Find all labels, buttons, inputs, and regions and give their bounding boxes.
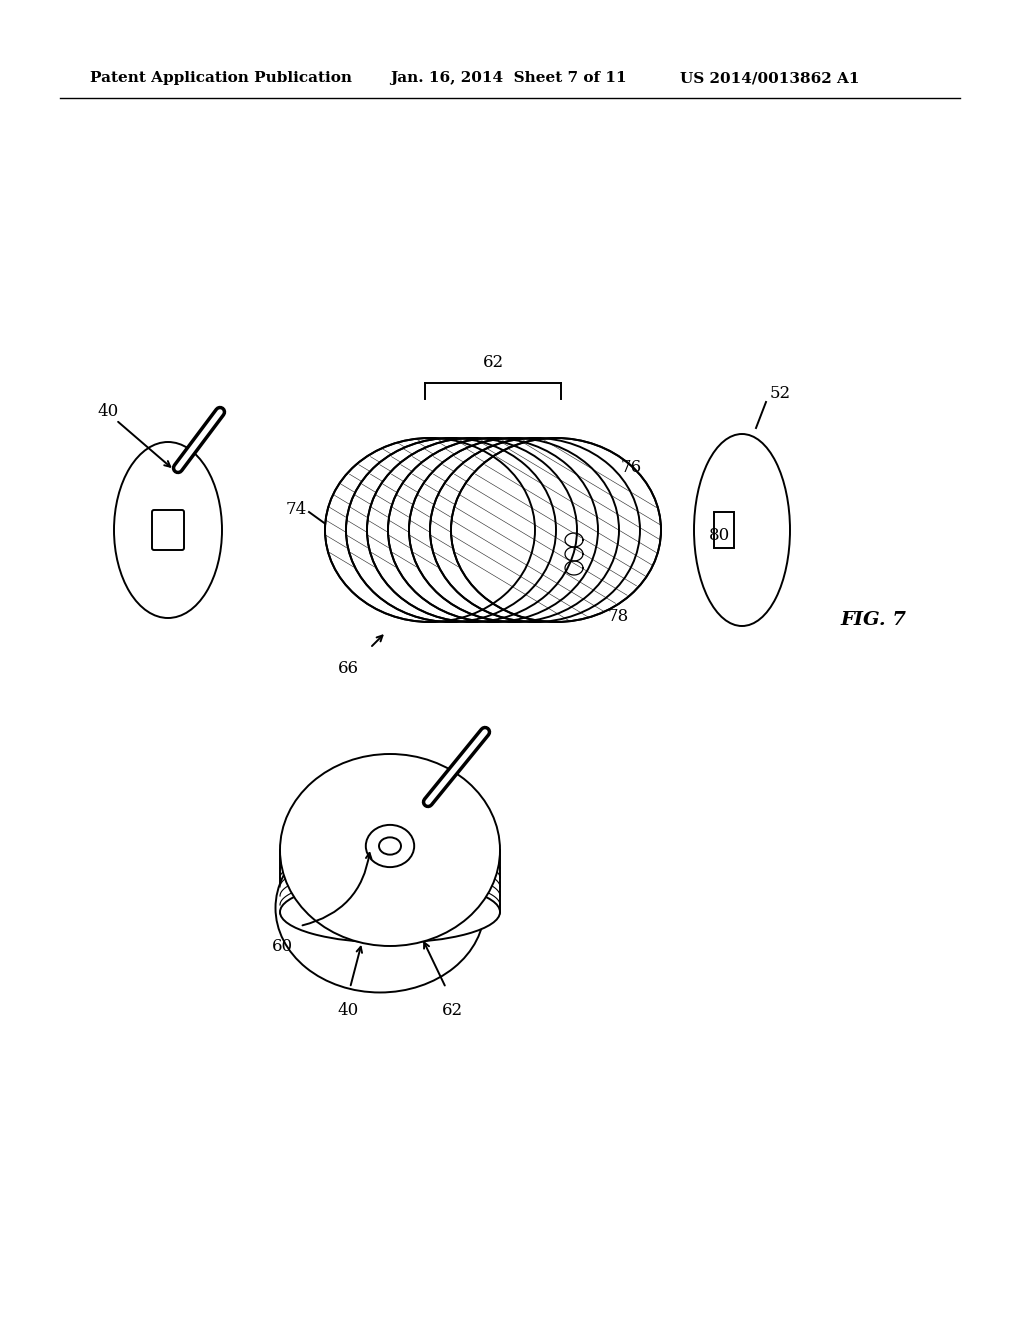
Ellipse shape bbox=[694, 434, 790, 626]
FancyBboxPatch shape bbox=[152, 510, 184, 550]
Bar bbox=[714, 512, 734, 548]
Ellipse shape bbox=[367, 438, 577, 622]
Text: 40: 40 bbox=[97, 404, 119, 421]
Text: Jan. 16, 2014  Sheet 7 of 11: Jan. 16, 2014 Sheet 7 of 11 bbox=[390, 71, 627, 84]
Ellipse shape bbox=[325, 438, 535, 622]
Ellipse shape bbox=[409, 438, 618, 622]
Ellipse shape bbox=[366, 825, 414, 867]
Text: 60: 60 bbox=[272, 939, 293, 954]
Text: 78: 78 bbox=[608, 609, 630, 624]
Text: 52: 52 bbox=[769, 385, 791, 403]
Text: Patent Application Publication: Patent Application Publication bbox=[90, 71, 352, 84]
Ellipse shape bbox=[275, 824, 484, 993]
Text: 62: 62 bbox=[441, 1002, 463, 1019]
Ellipse shape bbox=[379, 837, 401, 854]
Ellipse shape bbox=[280, 754, 500, 946]
Ellipse shape bbox=[114, 442, 222, 618]
Ellipse shape bbox=[451, 438, 662, 622]
Ellipse shape bbox=[388, 438, 598, 622]
Text: 40: 40 bbox=[337, 1002, 358, 1019]
Text: 74: 74 bbox=[286, 502, 307, 519]
Text: FIG. 7: FIG. 7 bbox=[840, 611, 906, 630]
Text: 66: 66 bbox=[338, 660, 358, 677]
Text: US 2014/0013862 A1: US 2014/0013862 A1 bbox=[680, 71, 859, 84]
Text: 62: 62 bbox=[482, 354, 504, 371]
Text: 76: 76 bbox=[621, 459, 642, 477]
Ellipse shape bbox=[430, 438, 640, 622]
Ellipse shape bbox=[280, 882, 500, 942]
Text: 80: 80 bbox=[709, 528, 730, 544]
Ellipse shape bbox=[346, 438, 556, 622]
